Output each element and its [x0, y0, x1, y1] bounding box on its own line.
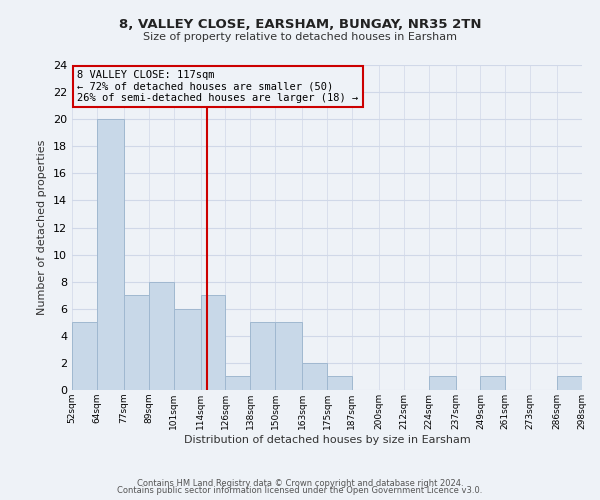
- Y-axis label: Number of detached properties: Number of detached properties: [37, 140, 47, 315]
- Bar: [481, 376, 505, 390]
- Bar: [302, 363, 327, 390]
- X-axis label: Distribution of detached houses by size in Earsham: Distribution of detached houses by size …: [184, 434, 470, 444]
- Bar: [124, 295, 149, 390]
- Bar: [275, 322, 302, 390]
- Bar: [327, 376, 352, 390]
- Bar: [173, 308, 200, 390]
- Bar: [97, 119, 124, 390]
- Bar: [428, 376, 455, 390]
- Text: Size of property relative to detached houses in Earsham: Size of property relative to detached ho…: [143, 32, 457, 42]
- Text: 8, VALLEY CLOSE, EARSHAM, BUNGAY, NR35 2TN: 8, VALLEY CLOSE, EARSHAM, BUNGAY, NR35 2…: [119, 18, 481, 30]
- Bar: [72, 322, 97, 390]
- Bar: [226, 376, 250, 390]
- Bar: [557, 376, 582, 390]
- Bar: [200, 295, 226, 390]
- Text: Contains public sector information licensed under the Open Government Licence v3: Contains public sector information licen…: [118, 486, 482, 495]
- Bar: [250, 322, 275, 390]
- Text: Contains HM Land Registry data © Crown copyright and database right 2024.: Contains HM Land Registry data © Crown c…: [137, 478, 463, 488]
- Text: 8 VALLEY CLOSE: 117sqm
← 72% of detached houses are smaller (50)
26% of semi-det: 8 VALLEY CLOSE: 117sqm ← 72% of detached…: [77, 70, 358, 103]
- Bar: [149, 282, 173, 390]
